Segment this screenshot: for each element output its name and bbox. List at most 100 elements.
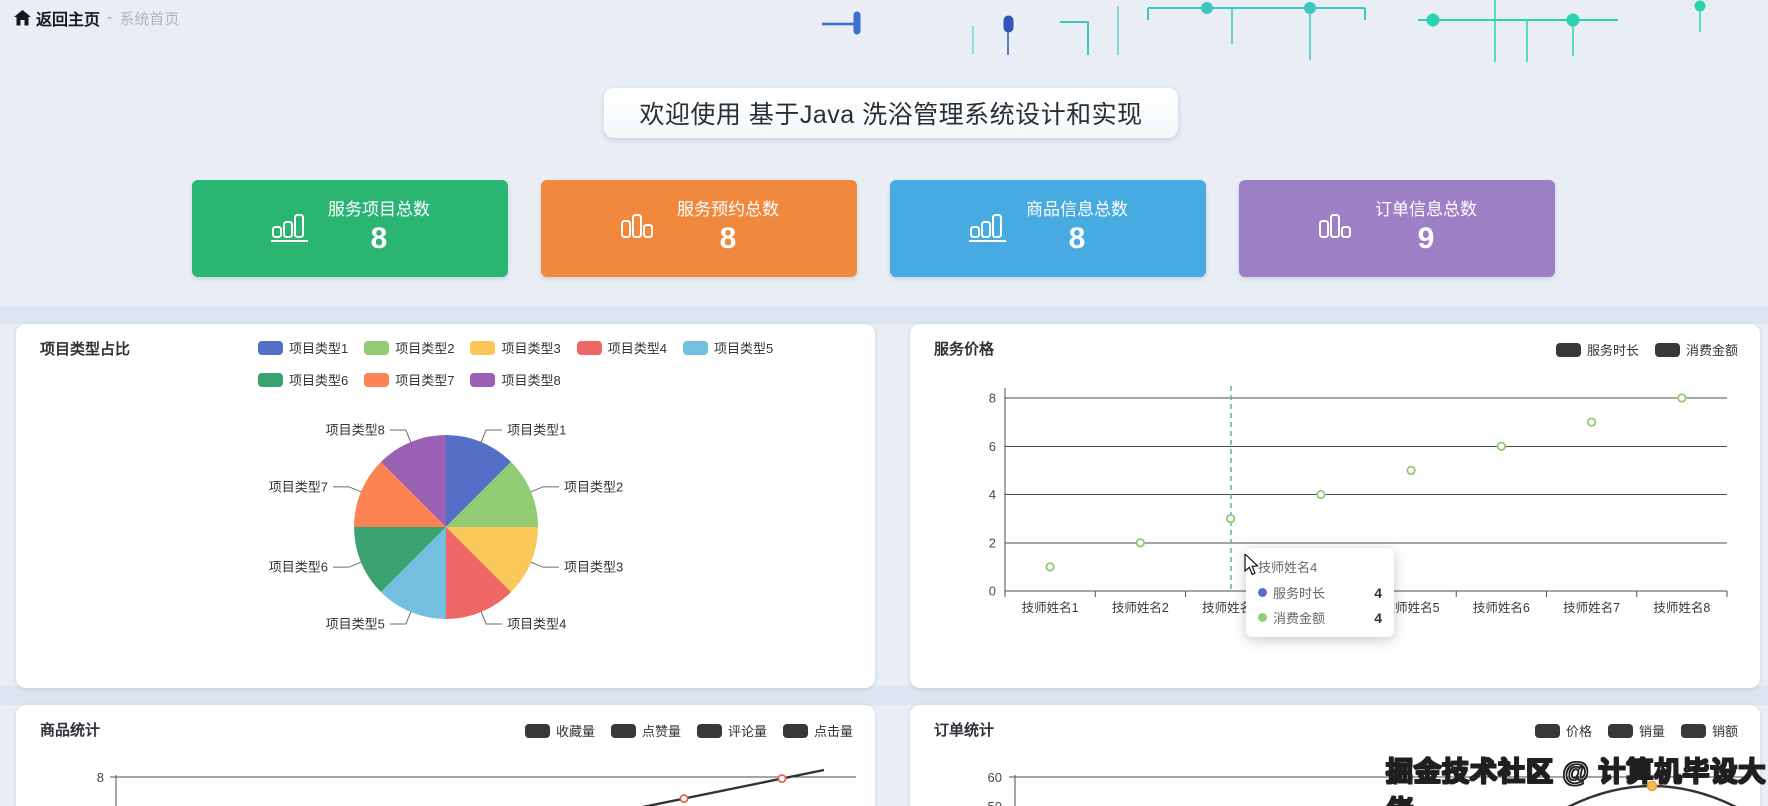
orders-legend: 价格 销量 销额 xyxy=(1534,721,1738,740)
legend-item[interactable]: 点击量 xyxy=(782,721,853,740)
circuit-decoration xyxy=(822,0,1706,62)
legend-swatch-icon xyxy=(470,340,496,355)
legend-label: 项目类型8 xyxy=(501,373,561,388)
panel-title: 商品统计 xyxy=(40,722,101,739)
legend-label: 销额 xyxy=(1711,724,1738,739)
stat-card-label: 服务预约总数 xyxy=(677,200,779,220)
svg-text:项目类型4: 项目类型4 xyxy=(507,617,566,632)
back-home-label: 返回主页 xyxy=(36,12,101,29)
legend-label: 项目类型6 xyxy=(289,373,349,388)
svg-text:8: 8 xyxy=(97,770,104,785)
pie-chart[interactable]: 项目类型1 项目类型2 项目类型3 项目类型4 项目类型5 项目类型6 项目类型7 项目类型8 xyxy=(16,324,875,688)
legend-item[interactable]: 点赞量 xyxy=(610,721,681,740)
svg-text:项目类型5: 项目类型5 xyxy=(326,617,385,632)
svg-text:项目类型6: 项目类型6 xyxy=(269,560,328,575)
legend-item[interactable]: 项目类型1 xyxy=(258,338,348,357)
pie-legend: 项目类型1 项目类型2 项目类型3 项目类型4 项目类型5 项目类型6 项目类型7 项目类型8 xyxy=(258,338,861,389)
orders-line-chart[interactable]: 60 50 xyxy=(910,705,1760,806)
legend-label: 点击量 xyxy=(813,724,853,739)
bar-chart-icon xyxy=(1317,208,1357,249)
tooltip-title: 技师姓名4 xyxy=(1258,560,1318,575)
svg-text:项目类型1: 项目类型1 xyxy=(507,422,566,437)
svg-text:项目类型3: 项目类型3 xyxy=(564,560,623,575)
svg-text:技师姓名2: 技师姓名2 xyxy=(1112,600,1169,615)
stat-card-service-projects: 服务项目总数 8 xyxy=(192,180,508,277)
tooltip-row: 消费金额 4 xyxy=(1258,608,1382,627)
legend-label: 销量 xyxy=(1638,724,1665,739)
legend-swatch-icon xyxy=(258,372,283,387)
welcome-banner: 欢迎使用 基于Java 洗浴管理系统设计和实现 xyxy=(604,88,1178,138)
legend-item[interactable]: 评论量 xyxy=(696,721,767,740)
legend-item[interactable]: 项目类型3 xyxy=(470,338,561,357)
legend-item[interactable]: 收藏量 xyxy=(524,721,595,740)
legend-item[interactable]: 项目类型6 xyxy=(258,370,348,389)
svg-text:6: 6 xyxy=(989,439,996,454)
legend-label: 服务时长 xyxy=(1586,343,1639,358)
legend-item[interactable]: 销额 xyxy=(1680,721,1738,740)
legend-swatch-icon xyxy=(576,340,602,355)
legend-swatch-icon xyxy=(782,723,808,738)
svg-text:技师姓名3: 技师姓名3 xyxy=(1202,600,1259,615)
legend-label: 消费金额 xyxy=(1685,343,1738,358)
stat-card-value: 8 xyxy=(1068,222,1086,256)
stat-card-label: 订单信息总数 xyxy=(1375,200,1477,220)
legend-swatch-icon xyxy=(1555,342,1581,357)
mouse-cursor-icon xyxy=(1244,554,1259,576)
legend-swatch-icon xyxy=(1607,723,1633,738)
legend-label: 项目类型7 xyxy=(395,373,455,388)
panel-title: 项目类型占比 xyxy=(40,341,131,358)
breadcrumb-current: 系统首页 xyxy=(119,10,180,28)
legend-swatch-icon xyxy=(364,372,390,387)
welcome-title: 欢迎使用 基于Java 洗浴管理系统设计和实现 xyxy=(639,101,1143,129)
tooltip-row: 服务时长 4 xyxy=(1258,583,1382,602)
panel-project-type-pie: 项目类型占比 项目类型1 项目类型2 项目类型3 项目类型4 项目类型5 项目类型6 项目类… xyxy=(16,324,875,688)
svg-text:8: 8 xyxy=(989,391,996,406)
stat-card-orders-info: 订单信息总数 9 xyxy=(1239,180,1555,277)
legend-label: 点赞量 xyxy=(641,724,681,739)
stat-card-value: 8 xyxy=(370,222,388,256)
legend-item[interactable]: 项目类型8 xyxy=(470,370,561,389)
goods-legend: 收藏量 点赞量 评论量 点击量 xyxy=(524,721,853,740)
svg-text:0: 0 xyxy=(989,584,996,599)
legend-item[interactable]: 项目类型7 xyxy=(364,370,454,389)
scatter-chart[interactable]: 0 2 4 6 8 技师姓名1 技师姓名2 技师姓名3 技师姓名4 技师姓名5 技师姓名6 技师姓名7… xyxy=(910,324,1760,688)
legend-swatch-icon xyxy=(258,340,283,355)
svg-text:项目类型8: 项目类型8 xyxy=(326,422,385,437)
svg-text:技师姓名5: 技师姓名5 xyxy=(1383,600,1440,615)
stat-card-service-bookings: 服务预约总数 8 xyxy=(541,180,857,277)
legend-item[interactable]: 项目类型2 xyxy=(364,338,454,357)
tooltip-series-name: 服务时长 xyxy=(1273,586,1326,601)
legend-swatch-icon xyxy=(610,723,636,738)
legend-swatch-icon xyxy=(1654,342,1680,357)
svg-text:技师姓名1: 技师姓名1 xyxy=(1022,600,1079,615)
panel-title: 订单统计 xyxy=(934,722,995,739)
stat-card-label: 服务项目总数 xyxy=(328,200,430,220)
svg-text:技师姓名7: 技师姓名7 xyxy=(1563,600,1620,615)
back-home-link[interactable]: 返回主页 xyxy=(14,6,100,30)
panel-orders-stats: 订单统计 价格 销量 销额 60 50 xyxy=(910,705,1760,806)
background-band xyxy=(0,686,1768,705)
legend-item[interactable]: 服务时长 xyxy=(1555,340,1639,359)
stat-card-value: 8 xyxy=(719,222,737,256)
svg-text:项目类型2: 项目类型2 xyxy=(564,479,623,494)
legend-item[interactable]: 项目类型4 xyxy=(576,338,667,357)
legend-label: 项目类型1 xyxy=(289,341,349,356)
series-dot-icon xyxy=(1258,613,1267,622)
legend-item[interactable]: 消费金额 xyxy=(1654,340,1738,359)
legend-swatch-icon xyxy=(1680,723,1706,738)
svg-text:4: 4 xyxy=(989,487,996,502)
watermark-text: 掘金技术社区 @ 计算机毕设大佬 xyxy=(1385,756,1767,806)
legend-item[interactable]: 价格 xyxy=(1534,721,1592,740)
legend-item[interactable]: 项目类型5 xyxy=(682,338,773,357)
legend-swatch-icon xyxy=(696,723,722,738)
legend-swatch-icon xyxy=(470,372,496,387)
legend-item[interactable]: 销量 xyxy=(1607,721,1665,740)
svg-text:技师姓名8: 技师姓名8 xyxy=(1653,600,1710,615)
goods-line-chart[interactable]: 8 xyxy=(16,705,875,806)
svg-text:50: 50 xyxy=(988,799,1002,806)
legend-label: 项目类型3 xyxy=(501,341,561,356)
bar-chart-icon xyxy=(968,208,1008,249)
svg-text:60: 60 xyxy=(988,770,1002,785)
